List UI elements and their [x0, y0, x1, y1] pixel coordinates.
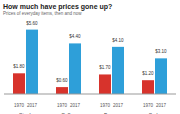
- svg-text:$4.40: $4.40: [69, 34, 81, 39]
- svg-text:Soda: Soda: [149, 112, 161, 114]
- svg-text:1970: 1970: [14, 103, 25, 108]
- svg-text:$4.10: $4.10: [112, 38, 124, 43]
- svg-text:2017: 2017: [156, 103, 167, 108]
- svg-text:Burger: Burger: [104, 112, 119, 114]
- svg-text:$1.70: $1.70: [99, 65, 111, 70]
- svg-text:2017: 2017: [27, 103, 38, 108]
- svg-text:$1.20: $1.20: [142, 71, 154, 76]
- svg-text:$0.60: $0.60: [56, 78, 68, 83]
- html-text:How much have prices gone up?: How much have prices gone up?: [3, 3, 113, 10]
- svg-text:1970: 1970: [143, 103, 154, 108]
- svg-text:1970: 1970: [57, 103, 68, 108]
- svg-text:$5.60: $5.60: [26, 21, 38, 26]
- svg-text:1970: 1970: [100, 103, 111, 108]
- svg-text:$3.10: $3.10: [155, 49, 167, 54]
- svg-text:Coffee: Coffee: [61, 112, 76, 114]
- svg-text:2017: 2017: [113, 103, 124, 108]
- svg-text:$1.80: $1.80: [13, 64, 25, 69]
- svg-text:2017: 2017: [70, 103, 81, 108]
- svg-text:Steak: Steak: [19, 112, 32, 114]
- html-text:Prices of everyday items, then: Prices of everyday items, then and now: [3, 11, 82, 16]
